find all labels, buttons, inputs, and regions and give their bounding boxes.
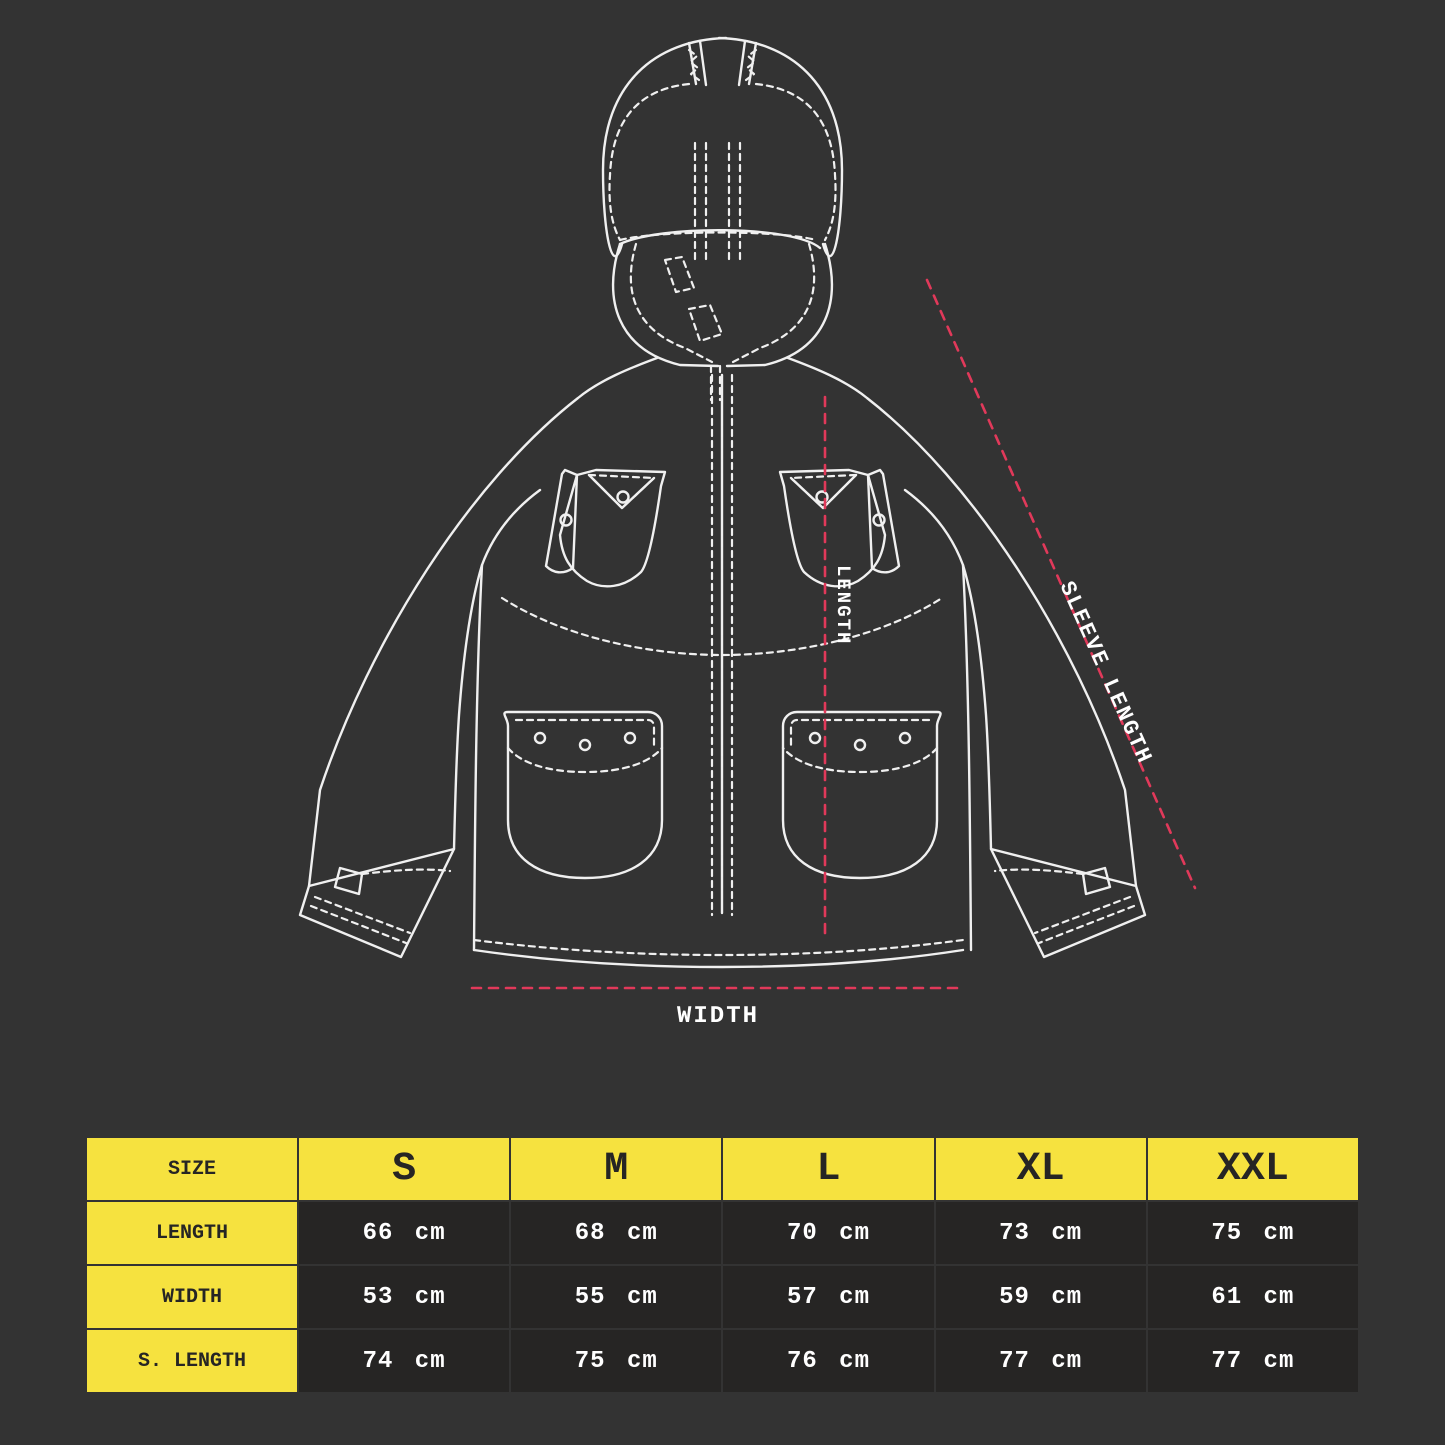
svg-text:LENGTH: LENGTH [832,565,854,645]
svg-text:WIDTH: WIDTH [677,1003,759,1030]
